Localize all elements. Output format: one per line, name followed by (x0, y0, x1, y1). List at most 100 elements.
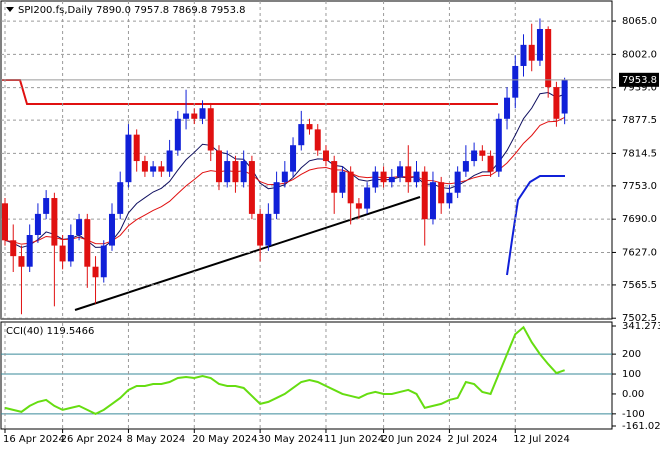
candle-body (43, 198, 50, 214)
candle-body (67, 235, 74, 262)
last-price-box (619, 72, 659, 87)
candle-body (240, 161, 247, 183)
candle-body (10, 240, 17, 257)
candle-body (26, 235, 33, 267)
menu-arrow (6, 7, 14, 12)
candle-body (298, 124, 305, 146)
candle-body (133, 134, 140, 162)
candle-body (405, 166, 412, 183)
candle-body (150, 166, 157, 172)
candle-body (108, 213, 115, 246)
y-tick-label: -100 (622, 409, 645, 420)
candle-body (281, 171, 288, 183)
candle-body (18, 256, 25, 267)
candle-body (257, 213, 264, 246)
y-tick-label: 7877.5 (622, 115, 657, 126)
candle-body (380, 171, 387, 183)
indicator-label: CCI(40) 119.5466 (6, 326, 94, 337)
x-tick-label: 2 Jul 2024 (447, 434, 497, 445)
y-tick-label: 7502.5 (622, 313, 657, 324)
indicator-panel (0, 321, 613, 430)
candle-body (248, 161, 255, 214)
candle-body (487, 155, 494, 172)
candle-body (117, 182, 124, 214)
y-tick-label: 341.2733 (622, 321, 660, 332)
candle-body (512, 65, 519, 98)
candle-body (397, 166, 404, 177)
candle-body (495, 118, 502, 172)
x-tick-label: 11 Jun 2024 (324, 434, 384, 445)
x-tick-label: 12 Jul 2024 (513, 434, 570, 445)
candle-body (421, 171, 428, 220)
candle-body (191, 113, 198, 119)
candle-body (232, 161, 239, 183)
candle-body (331, 161, 338, 193)
candle-body (347, 171, 354, 204)
candle-body (207, 108, 214, 151)
y-tick-label: 100 (622, 369, 641, 380)
x-tick-label: 20 Jun 2024 (382, 434, 442, 445)
candle-body (125, 134, 132, 183)
candle-body (2, 203, 8, 241)
y-tick-label: 8002.0 (622, 49, 657, 60)
cci-line (4, 325, 565, 415)
candle-body (76, 219, 83, 236)
x-tick-label: 30 May 2024 (258, 434, 323, 445)
y-tick-label: 7753.0 (622, 181, 657, 192)
x-tick-label: 26 Apr 2024 (61, 434, 123, 445)
y-tick-label: 200 (622, 349, 641, 360)
candle-body (224, 161, 231, 183)
y-tick-label: 8065.0 (622, 16, 657, 27)
candle-body (92, 266, 99, 278)
candle-body (388, 176, 395, 183)
y-tick-label: 7814.5 (622, 148, 657, 159)
y-tick-label: 7565.5 (622, 280, 657, 291)
candle-body (314, 129, 321, 151)
candle-body (528, 44, 535, 61)
y-tick-label: 7939.0 (622, 83, 657, 94)
candle-body (438, 182, 445, 204)
candle-body (215, 150, 222, 183)
candle-body (306, 124, 313, 130)
y-tick-label: -161.0203 (622, 421, 660, 432)
y-tick-label: 7627.0 (622, 247, 657, 258)
candle-body (504, 97, 511, 119)
last-price-label: 7953.8 (622, 75, 657, 86)
indicator-line (506, 175, 565, 276)
trend-line (74, 196, 421, 311)
candle-body (183, 113, 190, 119)
candle-body (545, 28, 552, 88)
candle-body (166, 150, 173, 172)
price-panel (0, 0, 613, 320)
candle-body (100, 245, 107, 278)
x-tick-label: 16 Apr 2024 (3, 434, 65, 445)
candle-body (174, 118, 181, 151)
candle-body (462, 161, 469, 172)
candle-body (141, 161, 148, 172)
candle-body (454, 171, 461, 193)
candle-body (536, 28, 543, 61)
candle-body (273, 182, 280, 214)
candle-body (561, 79, 568, 114)
candle-body (34, 213, 41, 236)
x-tick-label: 8 May 2024 (126, 434, 185, 445)
candle-body (158, 166, 165, 172)
candle-body (84, 219, 91, 267)
candle-body (339, 171, 346, 193)
candle-body (355, 203, 362, 209)
y-tick-label: 7690.0 (622, 214, 657, 225)
candle-body (372, 171, 379, 188)
candle-body (290, 145, 297, 172)
candle-body (59, 245, 66, 262)
chart-title: SPI200.fs,Daily 7890.0 7957.8 7869.8 795… (18, 5, 245, 16)
candle-body (446, 192, 453, 204)
candle-body (479, 150, 486, 156)
candle-body (429, 182, 436, 220)
candle-body (471, 150, 478, 162)
candle-body (364, 187, 371, 209)
candle-body (265, 213, 272, 246)
candle-body (413, 171, 420, 183)
candle-body (199, 108, 206, 119)
